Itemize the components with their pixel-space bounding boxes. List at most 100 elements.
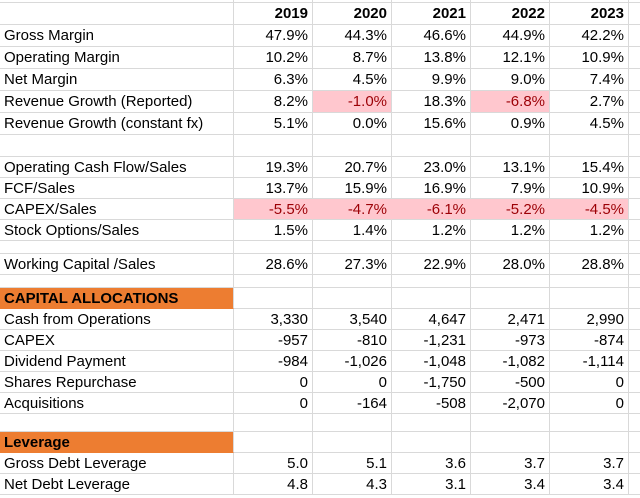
empty-cell[interactable] bbox=[0, 3, 234, 25]
empty-cell[interactable] bbox=[0, 135, 234, 157]
value-cell[interactable]: 8.2% bbox=[234, 91, 313, 113]
value-cell[interactable]: 5.0 bbox=[234, 453, 313, 474]
value-cell[interactable]: 7.9% bbox=[471, 178, 550, 199]
empty-cell[interactable] bbox=[629, 69, 640, 91]
row-label-cell[interactable]: Net Margin bbox=[0, 69, 234, 91]
empty-cell[interactable] bbox=[0, 275, 234, 288]
empty-cell[interactable] bbox=[392, 241, 471, 254]
value-cell[interactable]: 13.1% bbox=[471, 157, 550, 178]
value-cell[interactable]: 19.3% bbox=[234, 157, 313, 178]
row-label-cell[interactable]: Gross Debt Leverage bbox=[0, 453, 234, 474]
empty-cell[interactable] bbox=[313, 241, 392, 254]
value-cell[interactable]: -1,750 bbox=[392, 372, 471, 393]
highlighted-value-cell[interactable]: -4.5% bbox=[550, 199, 629, 220]
empty-cell[interactable] bbox=[629, 135, 640, 157]
empty-cell[interactable] bbox=[392, 275, 471, 288]
row-label-cell[interactable]: FCF/Sales bbox=[0, 178, 234, 199]
empty-cell[interactable] bbox=[629, 309, 640, 330]
empty-cell[interactable] bbox=[471, 414, 550, 432]
empty-cell[interactable] bbox=[234, 0, 313, 3]
empty-cell[interactable] bbox=[234, 288, 313, 309]
empty-cell[interactable] bbox=[234, 275, 313, 288]
empty-cell[interactable] bbox=[629, 25, 640, 47]
empty-cell[interactable] bbox=[550, 0, 629, 3]
empty-cell[interactable] bbox=[629, 220, 640, 241]
value-cell[interactable]: -508 bbox=[392, 393, 471, 414]
value-cell[interactable]: 1.2% bbox=[392, 220, 471, 241]
value-cell[interactable]: 16.9% bbox=[392, 178, 471, 199]
value-cell[interactable]: 12.1% bbox=[471, 47, 550, 69]
empty-cell[interactable] bbox=[550, 275, 629, 288]
empty-cell[interactable] bbox=[392, 432, 471, 453]
row-label-cell[interactable]: Working Capital /Sales bbox=[0, 254, 234, 275]
row-label-cell[interactable]: Shares Repurchase bbox=[0, 372, 234, 393]
value-cell[interactable]: -1,231 bbox=[392, 330, 471, 351]
value-cell[interactable]: 3,330 bbox=[234, 309, 313, 330]
value-cell[interactable]: 7.4% bbox=[550, 69, 629, 91]
empty-cell[interactable] bbox=[392, 0, 471, 3]
value-cell[interactable]: -874 bbox=[550, 330, 629, 351]
highlighted-value-cell[interactable]: -6.8% bbox=[471, 91, 550, 113]
value-cell[interactable]: 3.4 bbox=[550, 474, 629, 495]
highlighted-value-cell[interactable]: -6.1% bbox=[392, 199, 471, 220]
empty-cell[interactable] bbox=[471, 288, 550, 309]
row-label-cell[interactable]: Operating Cash Flow/Sales bbox=[0, 157, 234, 178]
empty-cell[interactable] bbox=[313, 414, 392, 432]
empty-cell[interactable] bbox=[234, 241, 313, 254]
empty-cell[interactable] bbox=[629, 0, 640, 3]
empty-cell[interactable] bbox=[550, 135, 629, 157]
value-cell[interactable]: 13.8% bbox=[392, 47, 471, 69]
row-label-cell[interactable]: Operating Margin bbox=[0, 47, 234, 69]
value-cell[interactable]: 10.9% bbox=[550, 178, 629, 199]
value-cell[interactable]: 3.7 bbox=[550, 453, 629, 474]
value-cell[interactable]: 2,990 bbox=[550, 309, 629, 330]
empty-cell[interactable] bbox=[313, 432, 392, 453]
empty-cell[interactable] bbox=[629, 393, 640, 414]
row-label-cell[interactable]: Revenue Growth (constant fx) bbox=[0, 113, 234, 135]
value-cell[interactable]: -1,026 bbox=[313, 351, 392, 372]
value-cell[interactable]: 44.9% bbox=[471, 25, 550, 47]
value-cell[interactable]: 1.2% bbox=[550, 220, 629, 241]
value-cell[interactable]: 28.8% bbox=[550, 254, 629, 275]
section-header-cell[interactable]: CAPITAL ALLOCATIONS bbox=[0, 288, 234, 309]
value-cell[interactable]: 28.6% bbox=[234, 254, 313, 275]
value-cell[interactable]: 47.9% bbox=[234, 25, 313, 47]
value-cell[interactable]: 5.1 bbox=[313, 453, 392, 474]
value-cell[interactable]: 27.3% bbox=[313, 254, 392, 275]
value-cell[interactable]: 10.2% bbox=[234, 47, 313, 69]
value-cell[interactable]: 8.7% bbox=[313, 47, 392, 69]
value-cell[interactable]: 4.5% bbox=[313, 69, 392, 91]
empty-cell[interactable] bbox=[629, 414, 640, 432]
value-cell[interactable]: 28.0% bbox=[471, 254, 550, 275]
value-cell[interactable]: 22.9% bbox=[392, 254, 471, 275]
empty-cell[interactable] bbox=[550, 241, 629, 254]
value-cell[interactable]: 9.9% bbox=[392, 69, 471, 91]
empty-cell[interactable] bbox=[0, 414, 234, 432]
empty-cell[interactable] bbox=[550, 288, 629, 309]
year-header-cell[interactable]: 2021 bbox=[392, 3, 471, 25]
empty-cell[interactable] bbox=[313, 0, 392, 3]
row-label-cell[interactable]: Net Debt Leverage bbox=[0, 474, 234, 495]
row-label-cell[interactable]: Cash from Operations bbox=[0, 309, 234, 330]
value-cell[interactable]: 0 bbox=[234, 393, 313, 414]
empty-cell[interactable] bbox=[313, 135, 392, 157]
value-cell[interactable]: 1.4% bbox=[313, 220, 392, 241]
row-label-cell[interactable]: CAPEX/Sales bbox=[0, 199, 234, 220]
value-cell[interactable]: -1,048 bbox=[392, 351, 471, 372]
empty-cell[interactable] bbox=[0, 0, 234, 3]
row-label-cell[interactable]: Revenue Growth (Reported) bbox=[0, 91, 234, 113]
value-cell[interactable]: 15.4% bbox=[550, 157, 629, 178]
highlighted-value-cell[interactable]: -5.2% bbox=[471, 199, 550, 220]
empty-cell[interactable] bbox=[629, 351, 640, 372]
value-cell[interactable]: 3,540 bbox=[313, 309, 392, 330]
empty-cell[interactable] bbox=[392, 414, 471, 432]
empty-cell[interactable] bbox=[629, 474, 640, 495]
empty-cell[interactable] bbox=[629, 113, 640, 135]
empty-cell[interactable] bbox=[629, 275, 640, 288]
value-cell[interactable]: 0.0% bbox=[313, 113, 392, 135]
value-cell[interactable]: 20.7% bbox=[313, 157, 392, 178]
section-header-cell[interactable]: Leverage bbox=[0, 432, 234, 453]
empty-cell[interactable] bbox=[392, 288, 471, 309]
value-cell[interactable]: 44.3% bbox=[313, 25, 392, 47]
value-cell[interactable]: 15.6% bbox=[392, 113, 471, 135]
